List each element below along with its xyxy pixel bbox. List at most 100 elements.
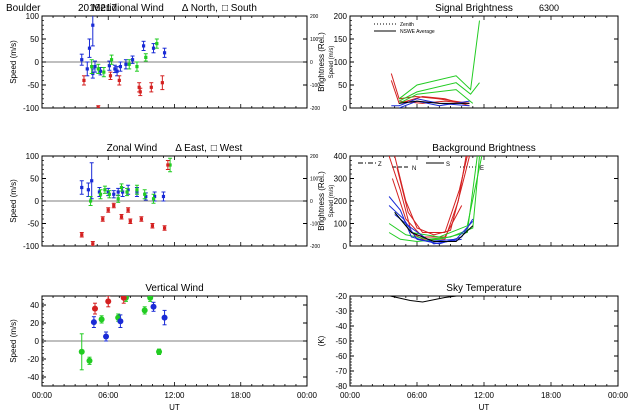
point-blue [161, 314, 168, 321]
point-green [109, 58, 114, 62]
point-red [126, 208, 130, 212]
y-tick-label: -40 [335, 322, 347, 331]
point-blue [113, 67, 117, 71]
y-axis-label: (K) [317, 335, 326, 346]
point-blue [144, 194, 148, 199]
point-green [98, 316, 105, 323]
point-green [141, 307, 148, 314]
point-blue [91, 23, 95, 27]
point-red [117, 78, 121, 82]
series-line-green [398, 82, 480, 102]
y-right-axis-label: Speed (m/s) [329, 46, 335, 79]
point-red [138, 90, 142, 94]
panel-title: Meridional Wind Δ North, □ South [92, 3, 257, 14]
y-tick-label: 300 [334, 175, 348, 184]
panel-title-text: Meridional Wind [92, 3, 164, 14]
series-line-black [394, 211, 474, 242]
y-axis-label: Speed (m/s) [9, 179, 18, 223]
point-blue [141, 44, 146, 48]
panel-zonal: Zonal Wind Δ East, □ West -100 -50 0 50 100 Spee… [9, 143, 335, 251]
y-tick-label: 150 [334, 35, 348, 44]
point-blue [112, 192, 116, 196]
legend-label: S [446, 162, 450, 168]
point-red [149, 85, 153, 89]
y-right-tick-label: 100 [310, 37, 319, 43]
legend-label: Z [378, 162, 382, 168]
y-right-axis-label: Speed (m/s) [329, 185, 335, 218]
point-red [137, 85, 141, 89]
point-green [127, 62, 131, 66]
point-green [155, 42, 159, 46]
y-right-tick-label: -200 [310, 244, 320, 250]
data-layer [388, 156, 483, 245]
y-tick-label: -50 [335, 337, 347, 346]
point-red [106, 208, 110, 212]
y-tick-label: 200 [334, 12, 348, 21]
point-red [91, 242, 95, 246]
point-green [168, 163, 172, 167]
x-tick-label: 00:00 [297, 391, 318, 400]
point-green [96, 67, 100, 71]
y-tick-label: -100 [23, 104, 40, 113]
point-green [125, 190, 129, 194]
series-line-blue [388, 196, 474, 243]
point-blue [86, 188, 90, 192]
y-tick-label: -100 [23, 242, 40, 251]
y-tick-label: -80 [335, 382, 347, 391]
y-tick-label: -50 [27, 220, 39, 229]
panel-vertical: Vertical Wind -40 -20 0 20 40 Speed (m/s) 00:00… [9, 283, 318, 412]
y-tick-label: 400 [334, 152, 348, 161]
y-right-tick-label: 0 [310, 60, 313, 66]
point-blue [103, 333, 110, 340]
y-right-tick-label: 100 [310, 177, 319, 183]
y-axis-label: Brightness (Rel.) [317, 32, 326, 92]
y-tick-label: 40 [30, 301, 39, 310]
y-tick-label: -70 [335, 367, 347, 376]
point-blue [107, 64, 111, 68]
point-blue [98, 69, 103, 73]
point-red [101, 217, 105, 221]
y-tick-label: 100 [334, 220, 348, 229]
point-green [147, 296, 154, 301]
point-blue [80, 58, 84, 62]
point-red [96, 106, 100, 108]
point-blue [161, 194, 166, 199]
y-tick-label: -40 [27, 373, 39, 382]
point-blue [150, 303, 157, 310]
legend-label: N [412, 166, 416, 172]
point-red [128, 219, 132, 223]
point-green [78, 348, 85, 355]
point-blue [80, 185, 84, 190]
data-layer [390, 296, 461, 303]
series-line-black [390, 296, 461, 303]
point-green [135, 65, 139, 69]
point-red [139, 217, 143, 221]
panel-title: Zonal Wind Δ East, □ West [107, 143, 243, 154]
header-date: 2016217 [78, 3, 117, 14]
y-axis-label: Brightness (Rel.) [317, 171, 326, 231]
point-blue [90, 319, 97, 326]
y-tick-label: 100 [26, 152, 40, 161]
point-green [143, 192, 147, 196]
point-blue [93, 65, 97, 69]
point-blue [121, 190, 125, 194]
point-blue [126, 188, 130, 192]
title-marker-label: Δ North, [182, 3, 218, 14]
y-tick-label: -50 [27, 81, 39, 90]
x-axis-label: UT [169, 403, 180, 412]
point-green [98, 192, 103, 196]
series-line-green [398, 20, 480, 100]
legend-label: Zenith [400, 22, 414, 28]
point-green [86, 357, 93, 364]
header-site: Boulder [6, 3, 41, 14]
point-blue [106, 190, 110, 194]
plot-frame [349, 15, 619, 109]
point-red [108, 74, 113, 78]
y-tick-label: 0 [343, 242, 348, 251]
panel-title: Sky Temperature [446, 283, 522, 294]
y-right-tick-label: -100 [310, 83, 320, 89]
point-red [120, 296, 127, 301]
point-green [119, 185, 124, 190]
x-axis-label: UT [479, 403, 490, 412]
point-red [105, 298, 112, 305]
